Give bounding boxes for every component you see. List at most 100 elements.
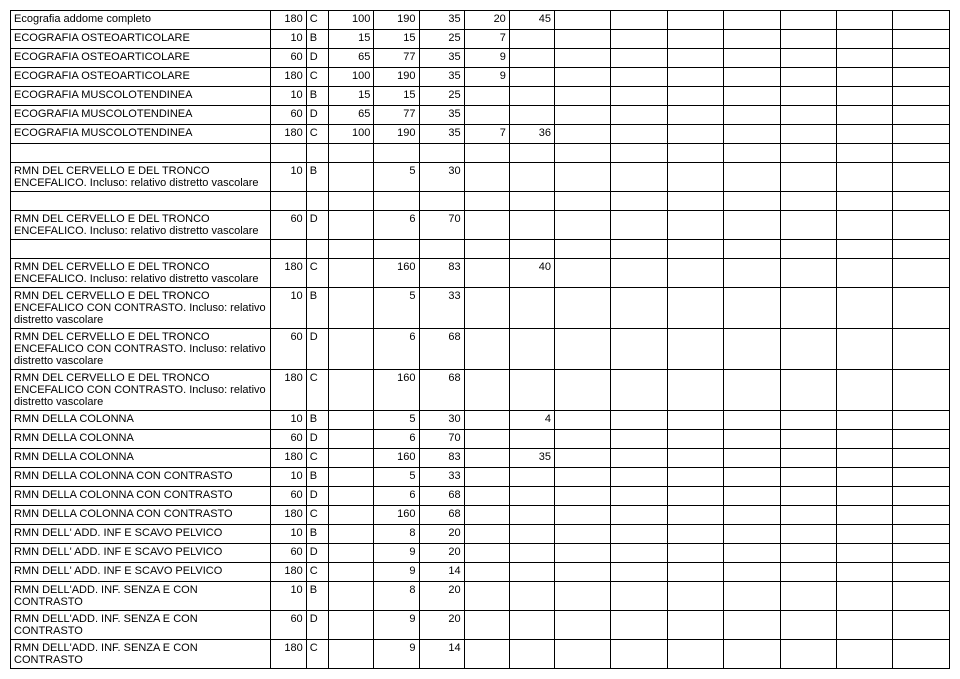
cell-value: [554, 106, 610, 125]
cell-value: [724, 144, 780, 163]
cell-value: 83: [419, 449, 464, 468]
cell-value: [419, 240, 464, 259]
cell-value: [667, 144, 723, 163]
cell-value: [893, 106, 950, 125]
cell-value: [270, 240, 306, 259]
cell-value: 25: [419, 30, 464, 49]
cell-value: 180: [270, 259, 306, 288]
cell-value: [667, 288, 723, 329]
cell-value: [780, 144, 836, 163]
cell-value: [464, 411, 509, 430]
cell-desc: RMN DELLA COLONNA: [11, 430, 271, 449]
cell-value: C: [306, 449, 329, 468]
cell-value: [611, 49, 667, 68]
cell-value: 180: [270, 449, 306, 468]
cell-value: 20: [464, 11, 509, 30]
cell-value: [554, 449, 610, 468]
cell-value: [780, 370, 836, 411]
cell-value: [724, 449, 780, 468]
cell-value: [724, 68, 780, 87]
cell-value: [464, 430, 509, 449]
cell-value: 35: [419, 49, 464, 68]
cell-value: [837, 430, 893, 449]
cell-value: [374, 240, 419, 259]
cell-value: [329, 192, 374, 211]
cell-value: D: [306, 430, 329, 449]
cell-value: [270, 192, 306, 211]
cell-value: 68: [419, 370, 464, 411]
cell-value: [893, 240, 950, 259]
cell-value: [893, 211, 950, 240]
cell-value: [611, 11, 667, 30]
cell-value: [554, 411, 610, 430]
cell-value: B: [306, 87, 329, 106]
cell-value: 60: [270, 487, 306, 506]
cell-value: [780, 506, 836, 525]
cell-value: 33: [419, 468, 464, 487]
table-row: RMN DELLA COLONNA60D670: [11, 430, 950, 449]
table-row: RMN DELLA COLONNA10B5304: [11, 411, 950, 430]
cell-value: [724, 582, 780, 611]
cell-value: [464, 288, 509, 329]
cell-value: [667, 68, 723, 87]
cell-value: [724, 468, 780, 487]
cell-value: [724, 163, 780, 192]
cell-value: [724, 288, 780, 329]
cell-value: D: [306, 211, 329, 240]
cell-value: [329, 370, 374, 411]
cell-value: [554, 192, 610, 211]
cell-value: [667, 640, 723, 669]
cell-value: [667, 49, 723, 68]
cell-value: [611, 370, 667, 411]
cell-value: [893, 87, 950, 106]
cell-value: [419, 144, 464, 163]
cell-value: [329, 259, 374, 288]
cell-value: [329, 487, 374, 506]
cell-value: B: [306, 30, 329, 49]
cell-desc: RMN DELLA COLONNA CON CONTRASTO: [11, 506, 271, 525]
cell-value: [724, 487, 780, 506]
cell-value: [464, 106, 509, 125]
cell-value: [724, 370, 780, 411]
cell-value: [837, 329, 893, 370]
cell-value: 20: [419, 582, 464, 611]
cell-value: [611, 544, 667, 563]
cell-value: 15: [329, 87, 374, 106]
cell-value: 35: [509, 449, 554, 468]
table-row: RMN DELLA COLONNA CON CONTRASTO60D668: [11, 487, 950, 506]
cell-value: [780, 468, 836, 487]
cell-value: [667, 563, 723, 582]
cell-value: [837, 506, 893, 525]
cell-value: [464, 506, 509, 525]
cell-value: [509, 430, 554, 449]
cell-value: 160: [374, 506, 419, 525]
cell-value: 6: [374, 430, 419, 449]
cell-value: [780, 68, 836, 87]
cell-value: [329, 640, 374, 669]
cell-value: [329, 288, 374, 329]
table-row: ECOGRAFIA OSTEOARTICOLARE10B1515257: [11, 30, 950, 49]
cell-value: [329, 525, 374, 544]
cell-value: [509, 106, 554, 125]
cell-value: 9: [374, 544, 419, 563]
cell-value: D: [306, 329, 329, 370]
cell-value: [509, 370, 554, 411]
cell-value: [554, 582, 610, 611]
cell-desc: RMN DEL CERVELLO E DEL TRONCO ENCEFALICO…: [11, 259, 271, 288]
cell-value: [611, 125, 667, 144]
cell-value: [611, 68, 667, 87]
cell-value: 5: [374, 163, 419, 192]
cell-value: [837, 525, 893, 544]
cell-value: [837, 106, 893, 125]
cell-value: [611, 163, 667, 192]
cell-value: [554, 240, 610, 259]
cell-value: [464, 468, 509, 487]
cell-value: 180: [270, 125, 306, 144]
table-row: RMN DELL' ADD. INF E SCAVO PELVICO60D920: [11, 544, 950, 563]
cell-value: [893, 506, 950, 525]
cell-value: 60: [270, 611, 306, 640]
cell-desc: RMN DEL CERVELLO E DEL TRONCO ENCEFALICO…: [11, 163, 271, 192]
cell-value: 60: [270, 430, 306, 449]
cell-value: [837, 68, 893, 87]
cell-value: 68: [419, 329, 464, 370]
